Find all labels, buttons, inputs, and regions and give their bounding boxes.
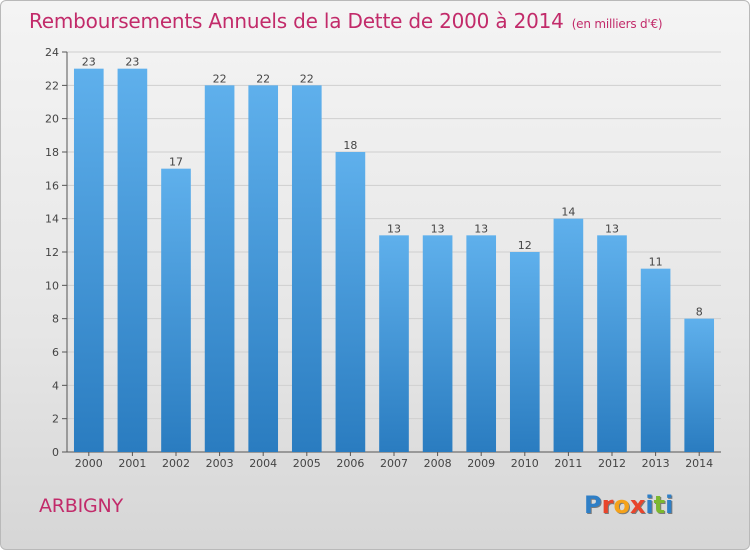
y-tick-label: 0 — [52, 446, 59, 459]
x-tick-label: 2013 — [642, 457, 670, 470]
x-tick-label: 2014 — [685, 457, 713, 470]
logo-letter: o — [613, 491, 630, 519]
x-tick-label: 2012 — [598, 457, 626, 470]
data-label: 12 — [518, 239, 532, 252]
y-tick-label: 10 — [45, 279, 59, 292]
y-tick-label: 2 — [52, 413, 59, 426]
x-tick-label: 2002 — [162, 457, 190, 470]
bar — [684, 318, 715, 452]
logo-letter: r — [601, 491, 614, 519]
commune-name: ARBIGNY — [39, 495, 123, 517]
y-tick-label: 16 — [45, 179, 59, 192]
data-label: 22 — [256, 72, 270, 85]
y-tick-label: 6 — [52, 346, 59, 359]
bar — [248, 85, 279, 452]
data-label: 13 — [474, 222, 488, 235]
y-tick-label: 14 — [45, 213, 59, 226]
bar-chart: 0246810121416182022242320002320011720022… — [45, 46, 721, 470]
y-tick-label: 18 — [45, 146, 59, 159]
x-tick-label: 2001 — [118, 457, 146, 470]
y-tick-label: 24 — [45, 46, 59, 59]
x-tick-label: 2005 — [293, 457, 321, 470]
data-label: 22 — [213, 72, 227, 85]
bar — [161, 168, 191, 452]
data-label: 11 — [649, 256, 663, 269]
data-label: 17 — [169, 156, 183, 169]
bar — [422, 235, 453, 452]
logo-letter: i — [665, 491, 674, 519]
unit-label: (en milliers d'€) — [571, 17, 663, 31]
logo-letter: x — [629, 491, 646, 519]
data-label: 13 — [431, 222, 445, 235]
bar — [73, 68, 104, 453]
y-tick-label: 8 — [52, 313, 59, 326]
data-label: 8 — [696, 306, 703, 319]
x-tick-label: 2008 — [424, 457, 452, 470]
bar — [597, 235, 627, 452]
data-label: 23 — [82, 56, 96, 69]
bar — [640, 268, 671, 452]
logo-letter: P — [584, 491, 602, 519]
x-tick-label: 2004 — [249, 457, 277, 470]
bar — [335, 152, 366, 452]
data-label: 14 — [561, 206, 575, 219]
x-tick-label: 2000 — [75, 457, 103, 470]
x-tick-label: 2009 — [467, 457, 495, 470]
bar — [117, 68, 148, 453]
bar — [379, 235, 409, 452]
bar — [466, 235, 497, 452]
bar — [509, 252, 540, 452]
bar — [204, 85, 235, 452]
proxiti-logo: Proxiti — [584, 491, 673, 519]
x-tick-label: 2011 — [554, 457, 582, 470]
chart-title: Remboursements Annuels de la Dette de 20… — [29, 9, 663, 33]
logo-letter: i — [645, 491, 654, 519]
y-tick-label: 22 — [45, 79, 59, 92]
data-label: 13 — [605, 222, 619, 235]
x-tick-label: 2007 — [380, 457, 408, 470]
bar — [553, 218, 584, 452]
logo-letter: t — [653, 491, 666, 519]
data-label: 22 — [300, 72, 314, 85]
chart-title-text: Remboursements Annuels de la Dette de 20… — [29, 9, 564, 33]
bar — [291, 85, 322, 452]
y-tick-label: 4 — [52, 379, 59, 392]
data-label: 18 — [343, 139, 357, 152]
x-tick-label: 2006 — [336, 457, 364, 470]
data-label: 23 — [125, 56, 139, 69]
y-tick-label: 12 — [45, 246, 59, 259]
data-label: 13 — [387, 222, 401, 235]
y-tick-label: 20 — [45, 113, 59, 126]
x-tick-label: 2003 — [206, 457, 234, 470]
x-tick-label: 2010 — [511, 457, 539, 470]
